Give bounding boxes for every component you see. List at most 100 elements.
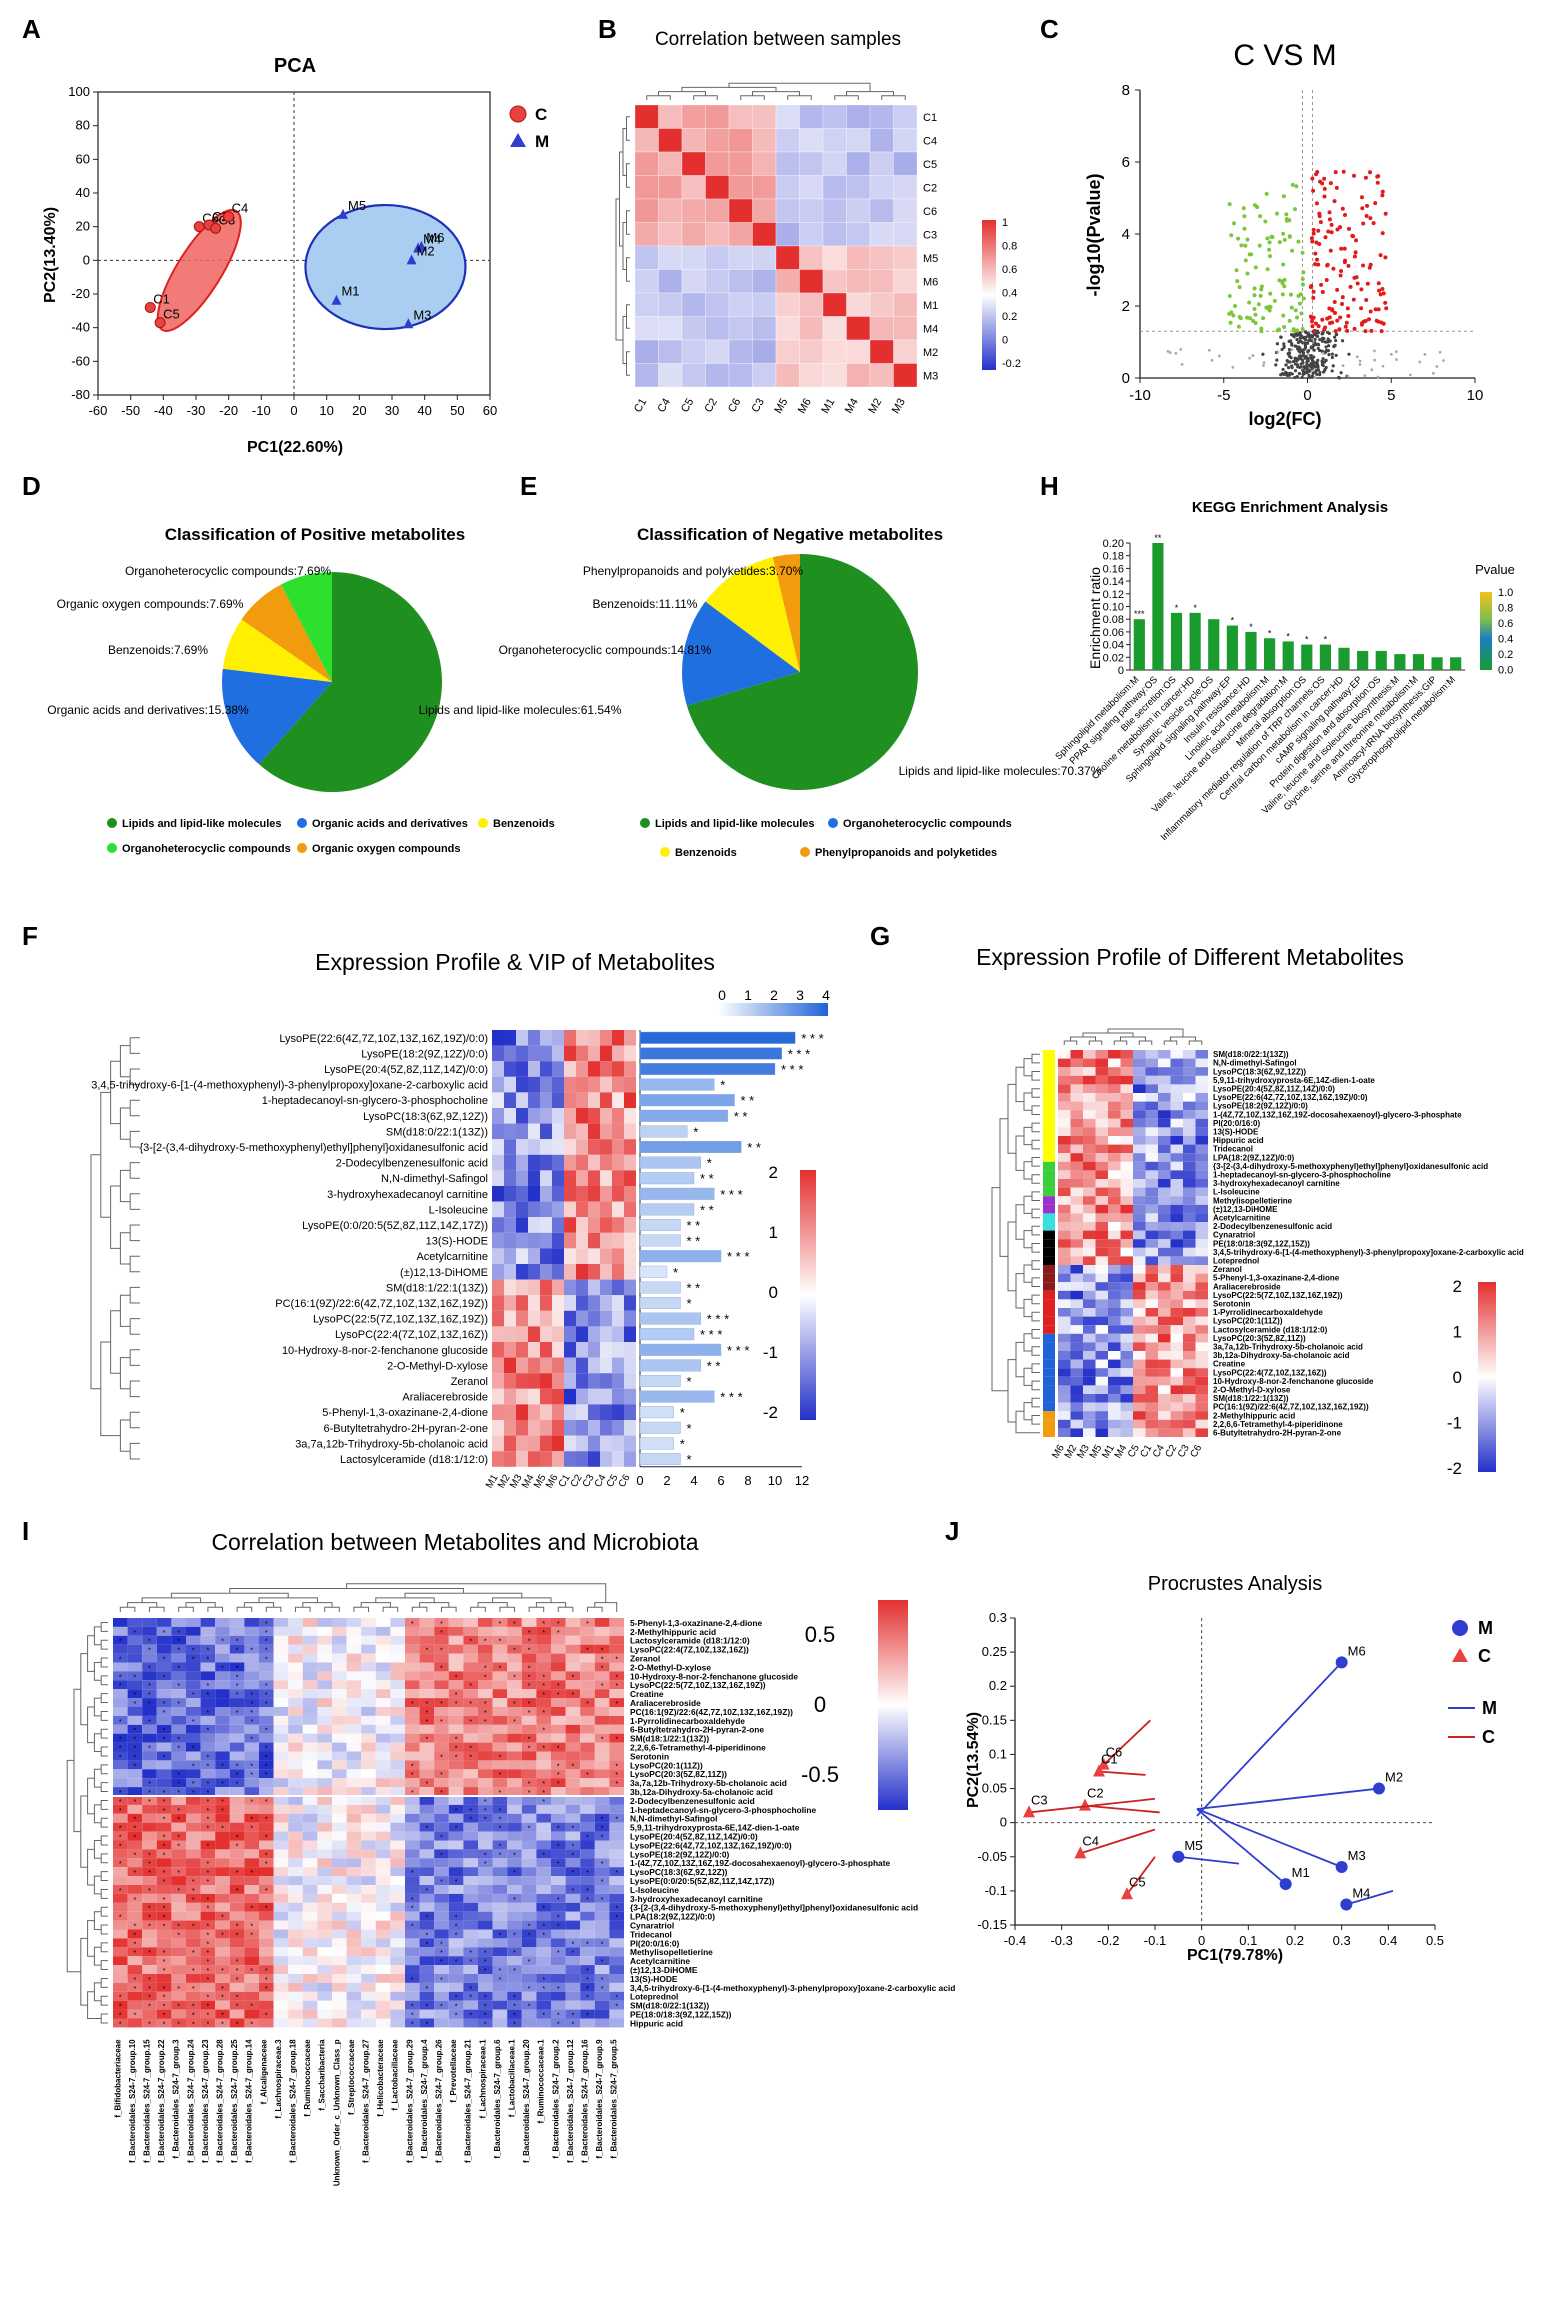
heatmap-cell [215,1929,230,1939]
heatmap-cell [215,1831,230,1841]
heatmap-cell [521,1787,537,1796]
heatmap-cell [171,1858,186,1868]
heatmap-cell [609,1902,624,1912]
point-ns [1286,360,1290,364]
heatmap-cell [1133,1067,1146,1076]
heatmap-cell [463,1831,478,1841]
significance-mark: * [440,1665,443,1672]
heatmap-cell [259,1618,274,1627]
heatmap-cell [244,1822,259,1832]
heatmap-cell [681,245,706,270]
heatmap-cell [434,1689,449,1699]
significance-mark: * [586,1772,589,1779]
point-up [1335,227,1340,232]
heatmap-cell [1108,1402,1121,1412]
heatmap-cell [594,1813,610,1823]
point-up [1312,328,1317,333]
heatmap-cell [893,316,918,341]
heatmap-cell [634,292,659,317]
heatmap-cell [405,1707,420,1716]
heatmap-cell [405,1680,420,1690]
heatmap-cell [609,1974,624,1983]
heatmap-cell [229,1715,245,1725]
heatmap-cell [521,1698,537,1707]
legend-item: Lipids and lipid-like molecules [122,818,282,830]
heatmap-cell [186,1707,201,1716]
significance-mark: * [221,1986,224,1993]
significance-mark: * [148,1915,151,1922]
heatmap-cell [1058,1256,1071,1265]
col-label: f_Lachnospiraceae.3 [274,2039,283,2119]
heatmap-cell [564,1451,576,1467]
class-bar-cell [1043,1127,1055,1136]
y-tick-label: 0.12 [1103,589,1124,601]
heatmap-cell [1058,1118,1071,1128]
significance-label: * * [741,1093,755,1108]
heatmap-cell [507,1644,522,1654]
heatmap-cell [273,1796,289,1805]
heatmap-cell [521,1822,537,1832]
point-ns [1315,364,1319,368]
vip-tick-label: 4 [690,1473,697,1488]
significance-mark: * [484,1808,487,1815]
heatmap-cell [419,1618,435,1627]
heatmap-cell [1095,1118,1108,1128]
heatmap-cell [1158,1136,1171,1145]
heatmap-cell [229,1698,245,1707]
point-ns [1324,340,1329,344]
heatmap-cell [171,1733,186,1743]
heatmap-cell [229,1849,245,1859]
heatmap-cell [171,2009,186,2019]
heatmap-cell [273,1680,289,1690]
heatmap-cell [288,1974,303,1983]
heatmap-cell [200,1707,216,1716]
heatmap-cell [448,1751,464,1761]
heatmap-cell [1070,1050,1083,1059]
heatmap-cell [624,1186,636,1202]
row-label: N,N-dimethyl-Safingol [1213,1059,1297,1068]
heatmap-cell [113,1867,128,1877]
heatmap-cell [113,1626,128,1636]
row-label: PC(16:1(9Z)/22:6(4Z,7Z,10Z,13Z,16Z,19Z)) [275,1298,488,1310]
significance-label: * [693,1124,698,1139]
significance-mark: * [119,2021,122,2028]
heatmap-cell [1083,1170,1096,1179]
row-label: Lactosylceramide (d18:1/12:0) [1213,1325,1328,1334]
point-up [1345,306,1350,311]
heatmap-cell [1058,1419,1071,1429]
heatmap-cell [775,339,800,364]
significance-mark: * [455,1879,458,1886]
heatmap-cell [1083,1368,1096,1377]
heatmap-cell [127,1635,143,1645]
significance-mark: * [148,1781,151,1788]
significance-mark: * [207,1692,210,1699]
significance-mark: * [192,1924,195,1931]
heatmap-cell [521,1769,537,1779]
heatmap-cell [576,1217,588,1233]
heatmap-cell [156,1804,172,1814]
heatmap-cell [375,1662,391,1672]
heatmap-cell [448,1742,464,1752]
row-label: 1-heptadecanoyl-sn-glycero-3-phosphochol… [630,1805,816,1815]
heatmap-cell [1195,1093,1208,1102]
heatmap-cell [1145,1256,1158,1265]
heatmap-cell [142,1858,157,1868]
heatmap-cell [1183,1204,1196,1214]
heatmap-cell [113,1787,128,1796]
heatmap-cell [1070,1075,1083,1085]
row-label: Acetylcarnitine [416,1251,488,1263]
heatmap-cell [1170,1299,1183,1308]
heatmap-cell [448,1760,464,1770]
y-tick-label: 100 [68,84,90,99]
heatmap-cell [1083,1161,1096,1171]
significance-mark: * [250,1701,253,1708]
heatmap-cell [478,1618,493,1627]
heatmap-cell [1183,1136,1196,1145]
heatmap-cell [1183,1187,1196,1197]
heatmap-cell [332,1724,347,1734]
heatmap-cell [507,1920,522,1930]
heatmap-cell [127,1902,143,1912]
heatmap-cell [200,2009,216,2019]
heatmap-cell [658,292,683,317]
heatmap-cell [1183,1153,1196,1162]
